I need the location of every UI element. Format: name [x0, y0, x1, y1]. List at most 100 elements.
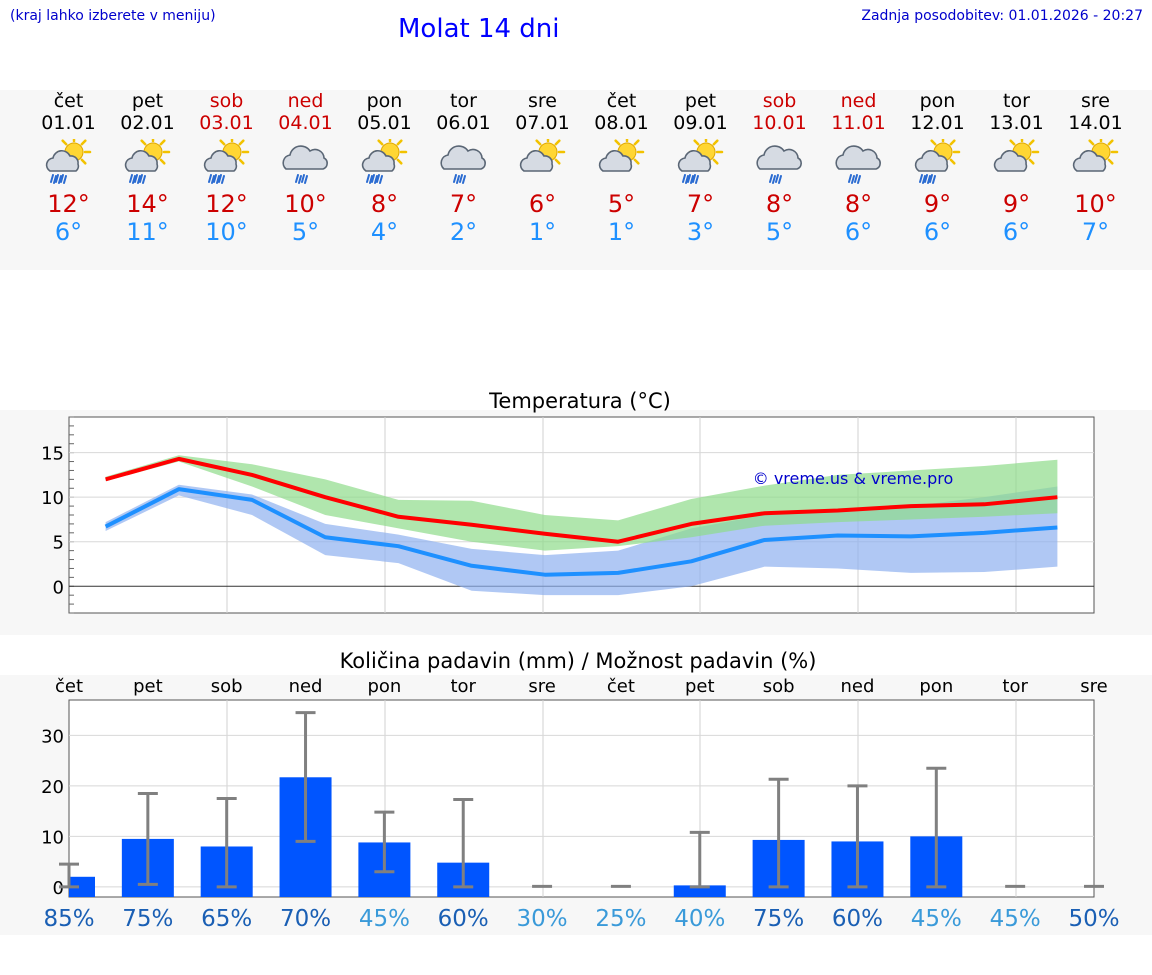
sun-cloud-rain-icon: [45, 139, 91, 184]
day-date: 07.01: [515, 112, 570, 134]
precipitation-probability: 45%: [911, 906, 962, 932]
day-name: ned: [840, 90, 877, 112]
forecast-day: sob 10.01 8° 5°: [740, 90, 819, 245]
precipitation-day-label: ned: [841, 676, 875, 697]
charts-svg: Temperatura (°C) 0 5 10 15 © vreme.us & vreme…: [41, 389, 1119, 932]
day-name: sob: [762, 90, 797, 112]
day-date: 01.01: [41, 112, 96, 134]
day-date: 14.01: [1068, 112, 1123, 134]
forecast-day: tor 13.01 9° 6°: [977, 90, 1056, 245]
day-name: pet: [684, 90, 717, 112]
day-name: pon: [919, 90, 956, 112]
precipitation-probability: 60%: [438, 906, 489, 932]
temperature-chart-title: Temperatura (°C): [488, 389, 671, 413]
min-temperature: 1°: [607, 218, 636, 246]
precipitation-day-label: pon: [367, 676, 401, 697]
precipitation-day-label: čet: [607, 676, 635, 697]
precipitation-error-bar: [59, 862, 79, 889]
page-title: Molat 14 dni: [398, 14, 560, 44]
min-temperature: 2°: [449, 218, 478, 246]
cloud-rain-icon: [834, 145, 881, 184]
precipitation-day-label: pon: [919, 676, 953, 697]
max-temperature: 8°: [765, 190, 794, 218]
max-temperature: 7°: [686, 190, 715, 218]
sun-cloud-rain-icon: [203, 139, 249, 184]
temperature-y-tick-label: 15: [41, 444, 64, 465]
precipitation-probability: 45%: [990, 906, 1041, 932]
min-temperature: 7°: [1081, 218, 1110, 246]
precipitation-probability: 60%: [832, 906, 883, 932]
precipitation-day-label: sre: [528, 676, 555, 697]
precipitation-day-label: pet: [685, 676, 715, 697]
forecast-day: ned 04.01 10° 5°: [266, 90, 345, 245]
precipitation-probability: 50%: [1068, 906, 1119, 932]
min-temperature: 10°: [205, 218, 248, 246]
precipitation-day-label: tor: [450, 676, 476, 697]
cloud-rain-icon: [439, 145, 486, 184]
day-date: 02.01: [120, 112, 175, 134]
forecast-day: sre 14.01 10° 7°: [1056, 90, 1135, 245]
max-temperature: 14°: [126, 190, 169, 218]
forecast-day: pon 05.01 8° 4°: [345, 90, 424, 245]
precipitation-day-label: sob: [211, 676, 243, 697]
max-temperature: 8°: [370, 190, 399, 218]
day-name: ned: [287, 90, 324, 112]
precipitation-y-tick-label: 20: [41, 777, 64, 798]
max-temperature: 9°: [1002, 190, 1031, 218]
precipitation-probability: 75%: [753, 906, 804, 932]
forecast-day: sre 07.01 6° 1°: [503, 90, 582, 245]
day-date: 11.01: [831, 112, 886, 134]
precipitation-probability: 25%: [595, 906, 646, 932]
max-temperature: 6°: [528, 190, 557, 218]
precipitation-chart-title: Količina padavin (mm) / Možnost padavin …: [340, 649, 817, 673]
precipitation-probability: 75%: [122, 906, 173, 932]
forecast-day: čet 08.01 5° 1°: [582, 90, 661, 245]
sun-cloud-icon: [598, 139, 644, 172]
temperature-y-tick-label: 10: [41, 488, 64, 509]
precipitation-error-bar: [689, 830, 710, 889]
forecast-day: pet 02.01 14° 11°: [108, 90, 187, 245]
day-name: pet: [131, 90, 164, 112]
day-date: 06.01: [436, 112, 491, 134]
day-date: 04.01: [278, 112, 333, 134]
day-name: tor: [1003, 90, 1030, 112]
precipitation-day-label: čet: [55, 676, 83, 697]
min-temperature: 5°: [291, 218, 320, 246]
sun-cloud-rain-icon: [361, 139, 407, 184]
watermark: © vreme.us & vreme.pro: [753, 469, 954, 488]
min-temperature-line: [104, 487, 1058, 577]
day-date: 08.01: [594, 112, 649, 134]
day-date: 13.01: [989, 112, 1044, 134]
precipitation-error-bar: [453, 798, 474, 889]
max-temperature: 5°: [607, 190, 636, 218]
forecast-day: pet 09.01 7° 3°: [661, 90, 740, 245]
precipitation-probability: 40%: [674, 906, 725, 932]
day-date: 03.01: [199, 112, 254, 134]
precipitation-y-tick-label: 0: [53, 878, 64, 899]
day-name: čet: [53, 90, 84, 112]
cloud-rain-icon: [755, 145, 802, 184]
precipitation-y-tick-label: 30: [41, 726, 64, 747]
forecast-day: sob 03.01 12° 10°: [187, 90, 266, 245]
precipitation-day-label: sob: [763, 676, 795, 697]
day-name: čet: [606, 90, 637, 112]
day-date: 12.01: [910, 112, 965, 134]
precipitation-probability: 45%: [359, 906, 410, 932]
sun-cloud-rain-icon: [124, 139, 170, 184]
precipitation-error-bar: [295, 711, 316, 843]
sun-cloud-icon: [1072, 139, 1118, 172]
precipitation-probability: 85%: [43, 906, 94, 932]
max-temperature-line: [105, 456, 1058, 544]
location-hint: (kraj lahko izberete v meniju): [10, 8, 216, 24]
precipitation-error-bar: [768, 777, 789, 889]
min-temperature: 6°: [844, 218, 873, 246]
min-temperature: 11°: [126, 218, 169, 246]
precipitation-error-bar: [374, 810, 395, 874]
min-temperature: 1°: [528, 218, 557, 246]
day-name: tor: [450, 90, 477, 112]
min-temperature: 4°: [370, 218, 399, 246]
precipitation-bar: [69, 876, 95, 897]
precipitation-day-label: tor: [1002, 676, 1028, 697]
forecast-day: tor 06.01 7° 2°: [424, 90, 503, 245]
min-temperature: 6°: [923, 218, 952, 246]
